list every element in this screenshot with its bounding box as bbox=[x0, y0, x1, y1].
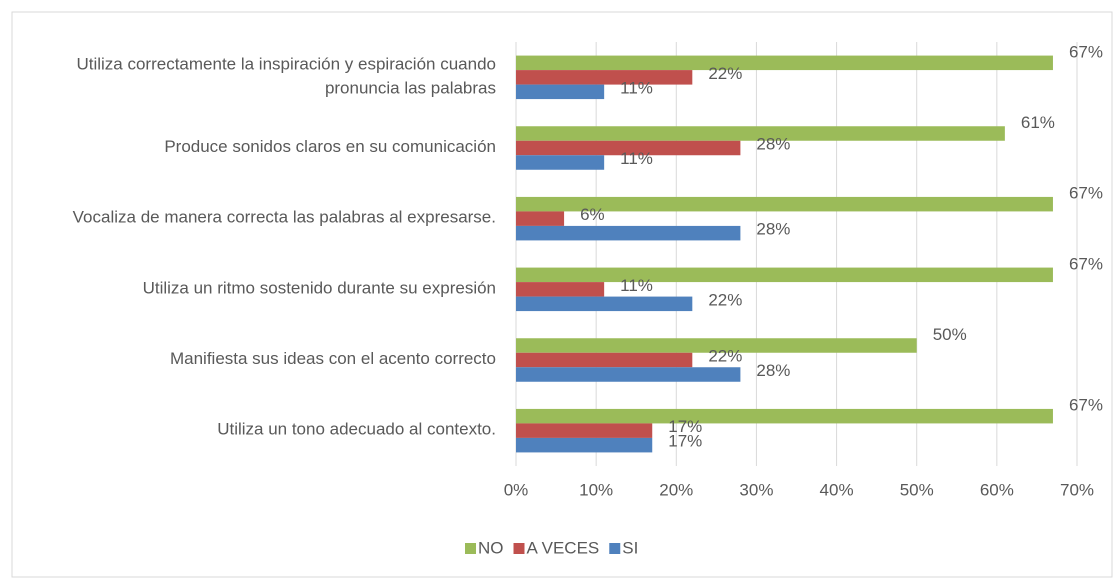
value-label: 11% bbox=[620, 78, 653, 97]
category-label: Vocaliza de manera correcta las palabras… bbox=[73, 208, 496, 227]
legend-swatch bbox=[513, 543, 525, 554]
x-tick-label: 0% bbox=[504, 480, 529, 499]
bar bbox=[516, 196, 1053, 212]
value-label: 22% bbox=[708, 64, 742, 83]
bar bbox=[516, 338, 917, 353]
bar bbox=[516, 352, 693, 368]
bar bbox=[516, 437, 653, 453]
bar bbox=[516, 367, 741, 382]
bar bbox=[516, 55, 1053, 71]
value-label: 17% bbox=[668, 432, 702, 451]
value-label: 28% bbox=[756, 220, 790, 239]
legend-label: A VECES bbox=[527, 538, 600, 557]
value-label: 22% bbox=[708, 290, 742, 309]
bar bbox=[516, 282, 605, 297]
category-label: Utiliza un tono adecuado al contexto. bbox=[217, 420, 496, 439]
value-label: 22% bbox=[708, 346, 742, 365]
category-label: Utiliza un ritmo sostenido durante su ex… bbox=[143, 279, 496, 298]
bar bbox=[516, 225, 741, 241]
value-label: 28% bbox=[756, 134, 790, 153]
bar bbox=[516, 84, 605, 100]
bar bbox=[516, 423, 653, 438]
value-label: 67% bbox=[1069, 184, 1103, 203]
value-label: 6% bbox=[580, 205, 605, 224]
category-label: Utiliza correctamente la inspiración y e… bbox=[76, 55, 496, 98]
bar bbox=[516, 408, 1053, 424]
x-tick-label: 30% bbox=[739, 480, 773, 499]
legend-label: NO bbox=[478, 538, 504, 557]
x-tick-label: 40% bbox=[820, 480, 854, 499]
value-label: 67% bbox=[1069, 254, 1103, 273]
value-label: 67% bbox=[1069, 396, 1103, 415]
value-label: 17% bbox=[668, 417, 702, 436]
bar bbox=[516, 126, 1005, 141]
value-label: 28% bbox=[756, 361, 790, 380]
bar bbox=[516, 70, 693, 85]
x-tick-label: 50% bbox=[900, 480, 934, 499]
value-label: 11% bbox=[620, 276, 653, 295]
value-label: 61% bbox=[1021, 113, 1055, 132]
legend-swatch bbox=[465, 543, 476, 554]
bar bbox=[516, 211, 565, 226]
x-tick-label: 20% bbox=[659, 480, 693, 499]
value-label: 50% bbox=[933, 325, 967, 344]
legend-label: SI bbox=[622, 538, 638, 557]
bar bbox=[516, 155, 605, 170]
value-label: 67% bbox=[1069, 42, 1103, 61]
bar bbox=[516, 267, 1053, 283]
bar bbox=[516, 296, 693, 312]
bar bbox=[516, 140, 741, 156]
category-label: Manifiesta sus ideas con el acento corre… bbox=[170, 349, 496, 368]
category-label: Produce sonidos claros en su comunicació… bbox=[164, 137, 496, 156]
x-tick-label: 10% bbox=[579, 480, 613, 499]
value-label: 11% bbox=[620, 149, 653, 168]
x-tick-label: 70% bbox=[1060, 480, 1094, 499]
x-tick-label: 60% bbox=[980, 480, 1014, 499]
legend-swatch bbox=[609, 543, 621, 554]
